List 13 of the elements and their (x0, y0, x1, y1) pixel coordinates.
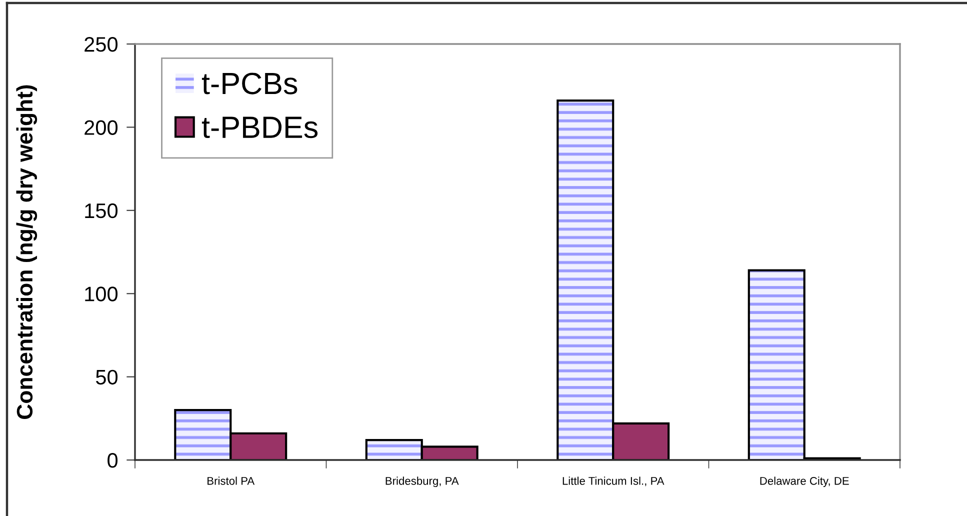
y-tick-label: 50 (96, 370, 118, 385)
legend-label: t-PCBs (202, 72, 298, 94)
y-axis-title: Concentration (ng/g dry weight) (16, 85, 38, 419)
legend-label: t-PBDEs (202, 116, 318, 138)
x-tick-label: Bristol PA (208, 476, 255, 485)
y-tick-label: 150 (85, 203, 118, 218)
y-tick-label: 200 (84, 120, 118, 135)
y-tick-label: 100 (85, 286, 118, 302)
y-tick-label: 0 (108, 453, 118, 468)
x-tick-label: Delaware City, DE (760, 476, 849, 488)
x-tick-label: Little Tinicum Isl., PA (562, 476, 664, 486)
y-tick-label: 250 (84, 37, 118, 52)
x-tick-label: Bridesburg, PA (386, 476, 459, 488)
